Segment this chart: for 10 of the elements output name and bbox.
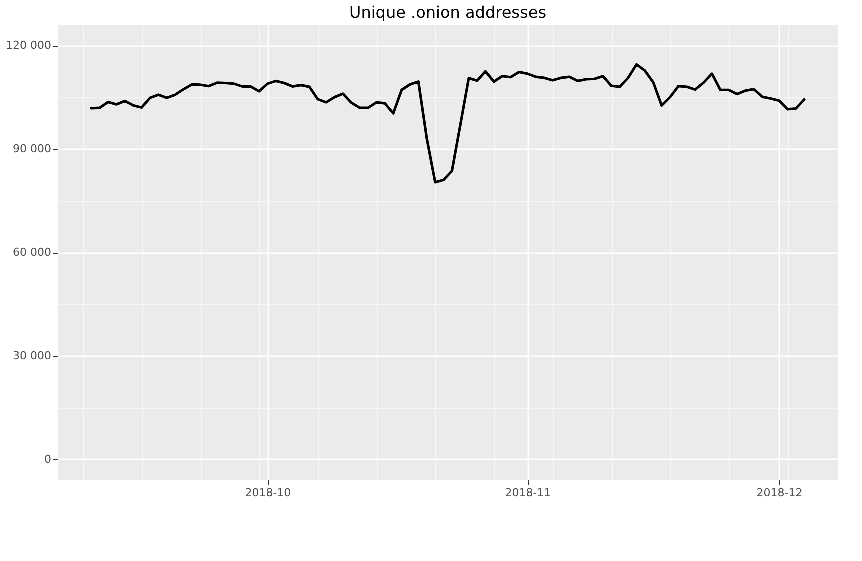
x-tick-label: 2018-12 [756, 486, 803, 500]
y-tick-label: 0 [44, 452, 52, 466]
y-tick-label: 30 000 [13, 349, 52, 362]
chart-title: Unique .onion addresses [349, 3, 547, 22]
line-series [90, 63, 806, 184]
x-tick-label: 2018-10 [245, 486, 292, 500]
x-tick-label: 2018-11 [505, 486, 552, 500]
y-tick-label: 120 000 [6, 39, 52, 52]
y-tick-label: 60 000 [13, 246, 52, 259]
y-tick-label: 90 000 [13, 142, 52, 156]
